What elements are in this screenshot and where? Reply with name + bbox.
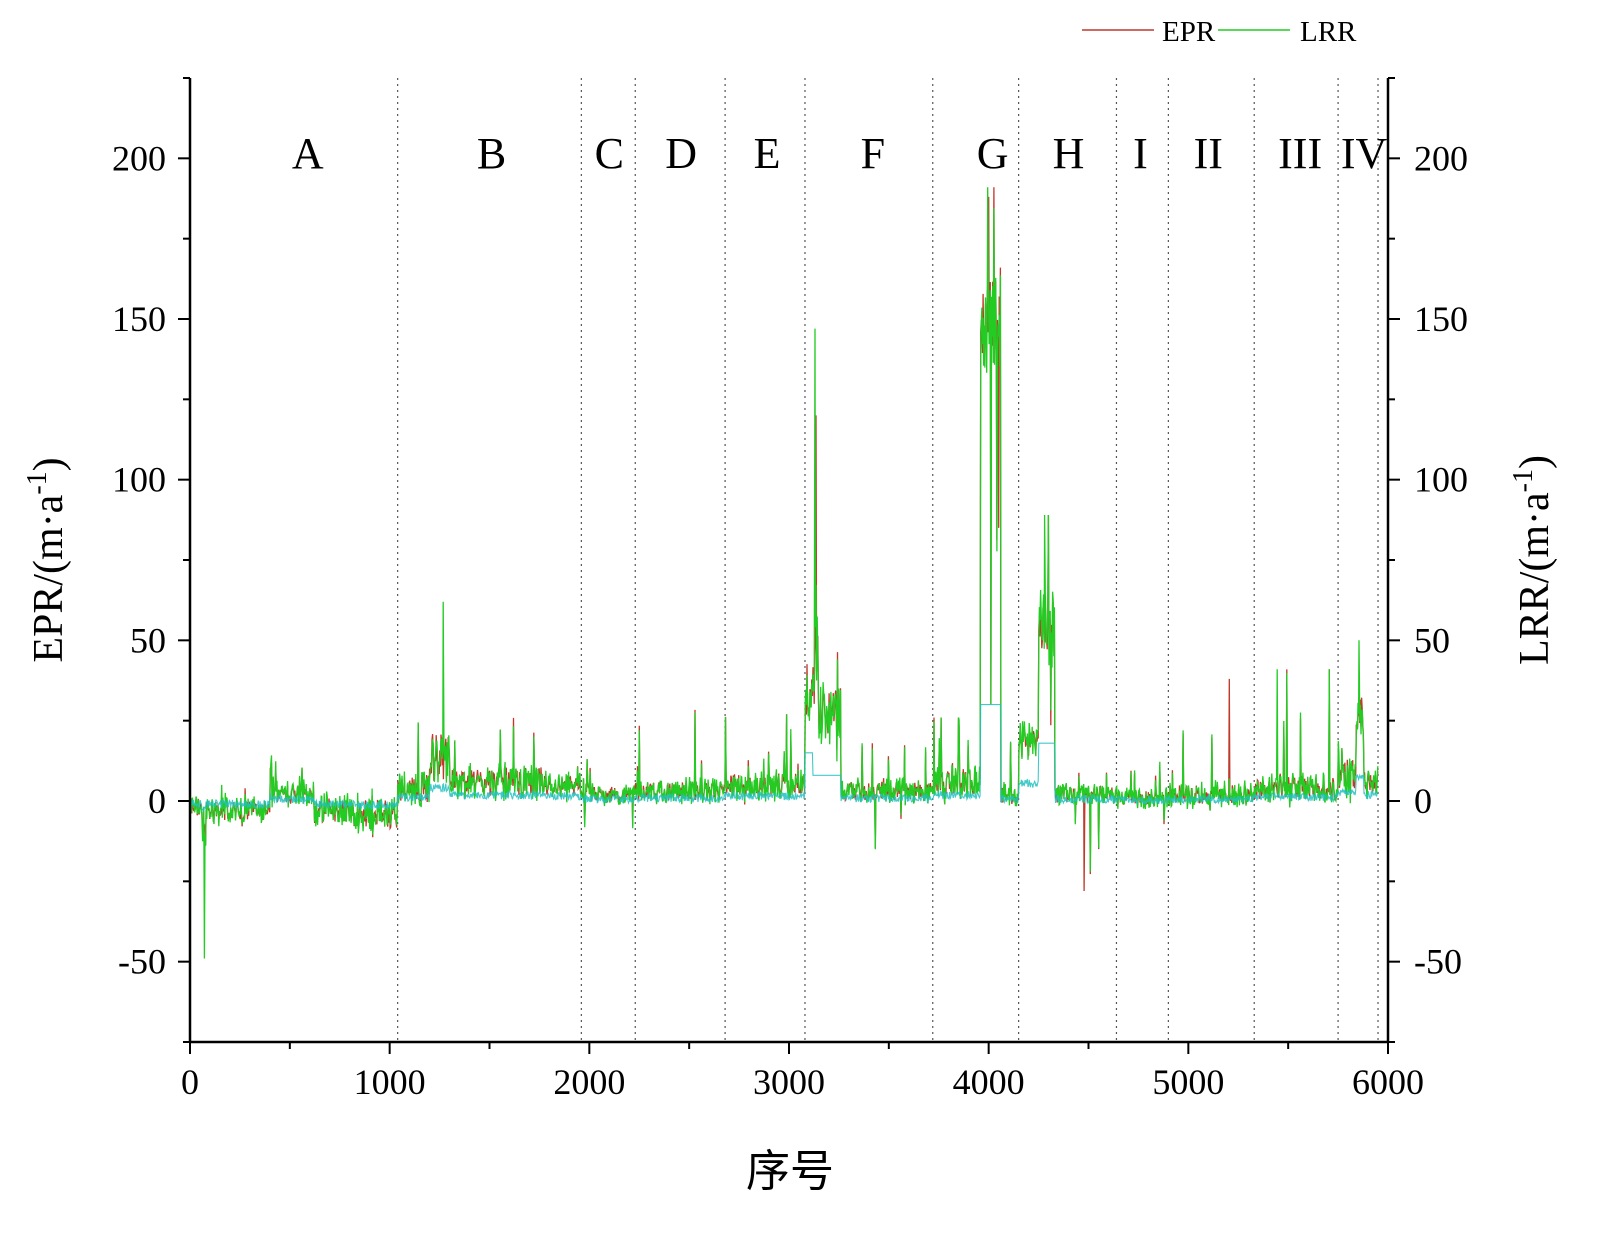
y-tick-label-left-4: 150: [112, 299, 166, 339]
ticks: 0 1000 2000 3000 4000 5000 6000 -50 -50 0 0 50 50 100…: [112, 77, 1468, 1102]
y-axis-title-right: LRR/(m·a-1): [1508, 455, 1558, 665]
region-label-10: III: [1278, 129, 1322, 178]
y-tick-label-right-2: 50: [1414, 620, 1450, 660]
region-label-1: B: [477, 129, 506, 178]
region-label-2: C: [595, 129, 624, 178]
y-axis-title-left-close: ): [26, 457, 72, 471]
x-axis-title: 序号: [746, 1146, 834, 1197]
y-tick-label-right-3: 100: [1414, 460, 1468, 500]
axes: [188, 78, 1390, 1044]
region-label-3: D: [665, 129, 697, 178]
y-axis-title-left-sup: -1: [22, 471, 53, 494]
y-axis-title-right-sup: -1: [1508, 469, 1539, 492]
x-tick-label-1: 1000: [354, 1062, 426, 1102]
region-divider-lines: [397, 78, 1379, 1042]
legend-label-epr: EPR: [1162, 16, 1216, 48]
y-tick-label-right-4: 150: [1414, 299, 1468, 339]
region-label-7: H: [1053, 129, 1085, 178]
x-tick-label-0: 0: [181, 1062, 199, 1102]
x-tick-label-2: 2000: [553, 1062, 625, 1102]
series-epr-line: [189, 187, 1379, 892]
region-label-9: II: [1194, 129, 1223, 178]
y-tick-label-right-0: -50: [1414, 942, 1462, 982]
region-label-0: A: [292, 129, 324, 178]
y-axis-title-right-close: ): [1512, 455, 1558, 469]
legend-label-lrr: LRR: [1300, 16, 1357, 48]
series-layer: [189, 187, 1379, 959]
y-axis-title-left: EPR/(m·a-1): [22, 457, 72, 662]
region-label-5: F: [861, 129, 885, 178]
y-tick-label-left-0: -50: [118, 942, 166, 982]
region-label-8: I: [1133, 129, 1148, 178]
x-tick-label-3: 3000: [753, 1062, 825, 1102]
y-axis-title-left-text: EPR/(m·a: [26, 494, 72, 662]
x-tick-label-6: 6000: [1352, 1062, 1424, 1102]
x-tick-label-4: 4000: [953, 1062, 1025, 1102]
series-lrr-line: [189, 187, 1379, 959]
region-label-6: G: [977, 129, 1009, 178]
x-tick-label-5: 5000: [1152, 1062, 1224, 1102]
legend: EPR LRR: [1082, 16, 1357, 48]
series-baseline-line: [189, 704, 1379, 813]
y-tick-label-left-3: 100: [112, 460, 166, 500]
region-labels: A B C D E F G H I II III IV: [292, 129, 1388, 178]
y-tick-label-right-5: 200: [1414, 138, 1468, 178]
region-label-11: IV: [1341, 129, 1388, 178]
y-tick-label-left-1: 0: [148, 781, 166, 821]
y-tick-label-right-1: 0: [1414, 781, 1432, 821]
y-tick-label-left-2: 50: [130, 620, 166, 660]
region-label-4: E: [754, 129, 781, 178]
y-axis-title-right-text: LRR/(m·a: [1512, 492, 1558, 665]
y-tick-label-left-5: 200: [112, 138, 166, 178]
